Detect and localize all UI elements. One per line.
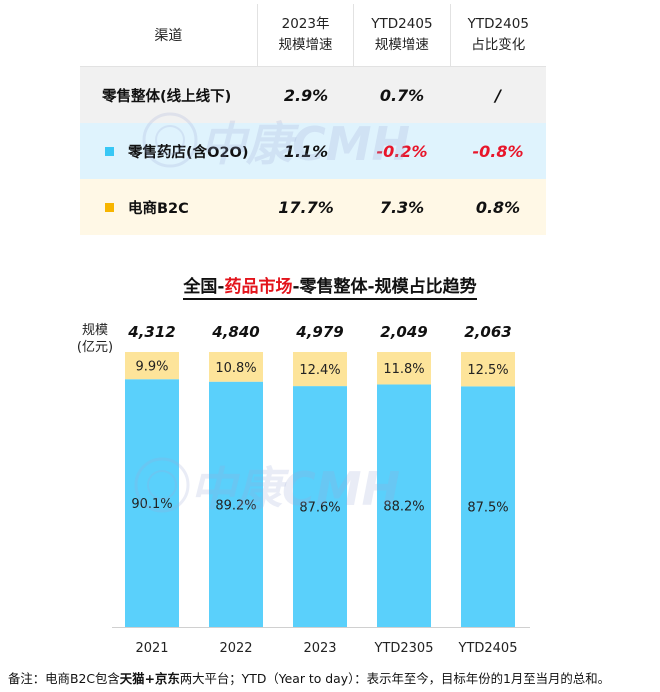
row-2023-growth: 17.7% <box>278 197 334 217</box>
header-2023-growth-line1: 2023年 <box>281 16 330 32</box>
x-tick-label: 2023 <box>303 641 336 656</box>
y-axis-label-line1: 规模 <box>82 323 108 338</box>
row-ytd-growth: -0.2% <box>376 141 428 161</box>
row-2023-growth: 2.9% <box>283 85 329 105</box>
watermark-emblem-icon <box>155 125 185 155</box>
row-label: 电商B2C <box>128 200 189 217</box>
chart-title-underline: 全国-药品市场-零售整体-规模占比趋势 <box>183 277 477 300</box>
chart-title-highlight: 药品市场 <box>224 277 293 300</box>
row-label: 零售整体(线上线下) <box>102 88 232 105</box>
data-label-pharmacy: 87.6% <box>299 501 340 516</box>
bar-segment-b2c <box>209 352 263 382</box>
row-2023-growth: 1.1% <box>283 141 329 161</box>
header-ytd-share-change: YTD2405 占比变化 <box>449 4 546 66</box>
table-row: 零售药店(含O2O) 1.1% -0.2% -0.8% <box>80 123 546 179</box>
legend-square-b2c <box>105 202 114 212</box>
header-channel: 渠道 <box>154 28 183 44</box>
header-2023-growth-line2: 规模增速 <box>278 37 333 53</box>
data-label-pharmacy: 87.5% <box>467 501 508 516</box>
x-tick-label: YTD2405 <box>458 641 518 656</box>
table-row: 零售整体(线上线下) 2.9% 0.7% / <box>80 67 546 123</box>
row-ytd-growth: 7.3% <box>379 197 425 217</box>
bar-segment-b2c <box>461 352 515 387</box>
row-share-change: -0.8% <box>472 141 524 161</box>
bar-total-label: 2,049 <box>380 323 427 341</box>
bar-segment-b2c <box>377 352 431 385</box>
bar-segment-pharmacy <box>461 386 515 627</box>
data-label-b2c: 9.9% <box>135 360 168 375</box>
footnote-jd: 京东 <box>154 671 180 686</box>
bar-total-label: 4,840 <box>211 323 259 341</box>
bar-segment-pharmacy <box>209 381 263 627</box>
footnote-part1: 备注：电商B2C包含 <box>8 671 120 686</box>
x-tick-label: 2022 <box>219 641 252 656</box>
header-ytd-share-line1: YTD2405 <box>467 16 529 32</box>
data-label-b2c: 12.4% <box>299 363 340 378</box>
data-label-pharmacy: 88.2% <box>383 500 424 515</box>
chart-title-part1: 全国- <box>183 277 225 300</box>
data-label-pharmacy: 89.2% <box>215 498 256 513</box>
watermark-emblem-icon <box>147 470 177 500</box>
header-2023-growth: 2023年 规模增速 <box>256 4 353 66</box>
row-label: 零售药店(含O2O) <box>128 144 249 161</box>
bar-segment-b2c <box>125 352 179 380</box>
row-label-cell: 零售药店(含O2O) <box>80 141 258 162</box>
row-label-cell: 电商B2C <box>80 197 258 218</box>
bar-segment-pharmacy <box>377 384 431 627</box>
y-axis-label-line2: (亿元) <box>77 340 113 355</box>
table-header-row: 渠道 2023年 规模增速 YTD2405 规模增速 YTD2405 占比变化 <box>80 4 546 67</box>
footnote-plus: + <box>144 671 155 686</box>
x-tick-label: 2021 <box>135 641 168 656</box>
header-ytd-growth-line2: 规模增速 <box>374 37 429 53</box>
bar-total-label: 4,312 <box>127 323 175 341</box>
data-label-b2c: 12.5% <box>467 363 508 378</box>
bar-segment-pharmacy <box>125 379 179 627</box>
data-label-pharmacy: 90.1% <box>131 497 172 512</box>
row-ytd-growth: 0.7% <box>379 85 425 105</box>
bar-total-label: 2,063 <box>464 323 511 341</box>
chart-title-part3: -零售整体-规模占比趋势 <box>292 277 477 300</box>
row-share-change: 0.8% <box>475 197 521 217</box>
bar-total-label: 4,979 <box>295 323 343 341</box>
footnote: 备注：电商B2C包含天猫+京东两大平台；YTD（Year to day）：表示年… <box>8 669 610 687</box>
data-label-b2c: 10.8% <box>215 361 256 376</box>
watermark-emblem-icon <box>134 457 190 513</box>
watermark-emblem-icon <box>142 112 198 168</box>
x-tick-label: YTD2305 <box>374 641 434 656</box>
chart-title: 全国-药品市场-零售整体-规模占比趋势 <box>0 272 660 300</box>
watermark-logo: 中康CMH <box>190 462 400 516</box>
data-label-b2c: 11.8% <box>383 362 424 377</box>
watermark-logo: 中康CMH <box>200 117 410 171</box>
footnote-part2: 两大平台；YTD（Year to day）：表示年至今，目标年份的1月至当月的总… <box>179 671 610 686</box>
bar-segment-b2c <box>293 352 347 387</box>
footnote-tmall: 天猫 <box>119 671 145 686</box>
table-row: 电商B2C 17.7% 7.3% 0.8% <box>80 179 546 235</box>
bar-segment-pharmacy <box>293 386 347 627</box>
header-ytd-share-line2: 占比变化 <box>471 37 526 53</box>
row-share-change: / <box>495 85 501 105</box>
legend-square-pharmacy <box>105 146 114 156</box>
header-ytd-growth: YTD2405 规模增速 <box>353 4 449 66</box>
channel-growth-table: 渠道 2023年 规模增速 YTD2405 规模增速 YTD2405 占比变化 … <box>80 4 546 235</box>
header-ytd-growth-line1: YTD2405 <box>371 16 433 32</box>
